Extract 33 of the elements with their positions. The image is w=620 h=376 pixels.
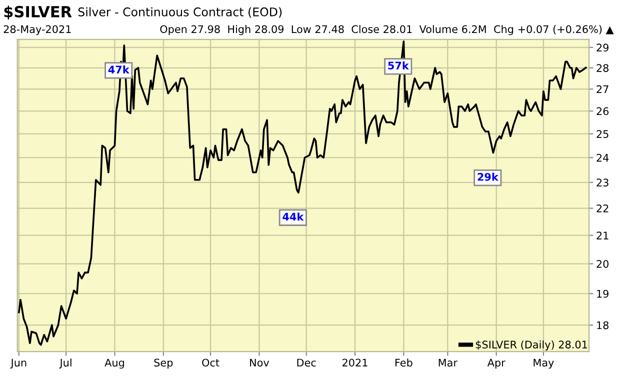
y-tick-label: 27 bbox=[596, 85, 608, 94]
x-tick-label: Apr bbox=[487, 358, 506, 369]
x-tick-label: Sep bbox=[154, 358, 173, 369]
chart-subtitle: Silver - Continuous Contract (EOD) bbox=[78, 7, 282, 18]
y-tick-label: 29 bbox=[596, 44, 608, 52]
x-tick-label: Aug bbox=[104, 358, 124, 369]
y-tick-label: 21 bbox=[596, 232, 608, 240]
annotation: 44k bbox=[282, 212, 304, 220]
x-tick-label: Jun bbox=[10, 358, 26, 369]
y-tick-label: 23 bbox=[596, 178, 608, 187]
x-tick-label: 2021 bbox=[342, 358, 368, 367]
annotation: 47k bbox=[108, 65, 130, 74]
y-tick-label: 19 bbox=[597, 290, 608, 298]
chart-title: $SILVER bbox=[4, 6, 72, 20]
y-tick-label: 28 bbox=[596, 64, 608, 72]
y-tick-label: 25 bbox=[596, 130, 608, 138]
y-tick-label: 18 bbox=[597, 321, 608, 330]
y-tick-label: 20 bbox=[596, 260, 609, 268]
y-tick-label: 24 bbox=[596, 154, 609, 162]
annotation: 57k bbox=[388, 61, 410, 70]
y-tick-label: 22 bbox=[596, 204, 608, 212]
x-tick-label: May bbox=[534, 358, 554, 369]
annotation: 29k bbox=[478, 172, 499, 181]
legend-label: $SILVER (Daily) 28.01 bbox=[476, 340, 587, 351]
x-tick-label: Oct bbox=[202, 358, 220, 367]
x-tick-label: Dec bbox=[297, 358, 316, 367]
x-tick-label: Feb bbox=[395, 358, 412, 367]
x-tick-label: Mar bbox=[438, 358, 458, 367]
text: Open 27.98 High 28.09 Low 27.48 Close 28.01 Volume 6.2M Chg +0.07 (+0.26%) ▲ bbox=[160, 25, 614, 36]
y-tick-label: 26 bbox=[596, 107, 609, 116]
x-tick-label: Jul bbox=[59, 358, 72, 369]
text: 28-May-2021 bbox=[4, 25, 71, 36]
x-tick-label: Nov bbox=[250, 358, 270, 367]
